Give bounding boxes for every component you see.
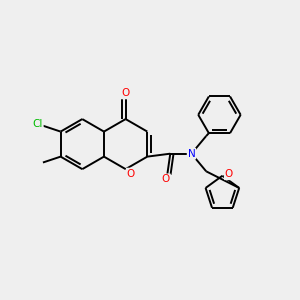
Text: Cl: Cl bbox=[32, 119, 43, 129]
Text: N: N bbox=[188, 149, 195, 159]
Text: O: O bbox=[122, 88, 130, 98]
Text: O: O bbox=[225, 169, 233, 179]
Text: O: O bbox=[127, 169, 135, 178]
Text: O: O bbox=[162, 174, 170, 184]
